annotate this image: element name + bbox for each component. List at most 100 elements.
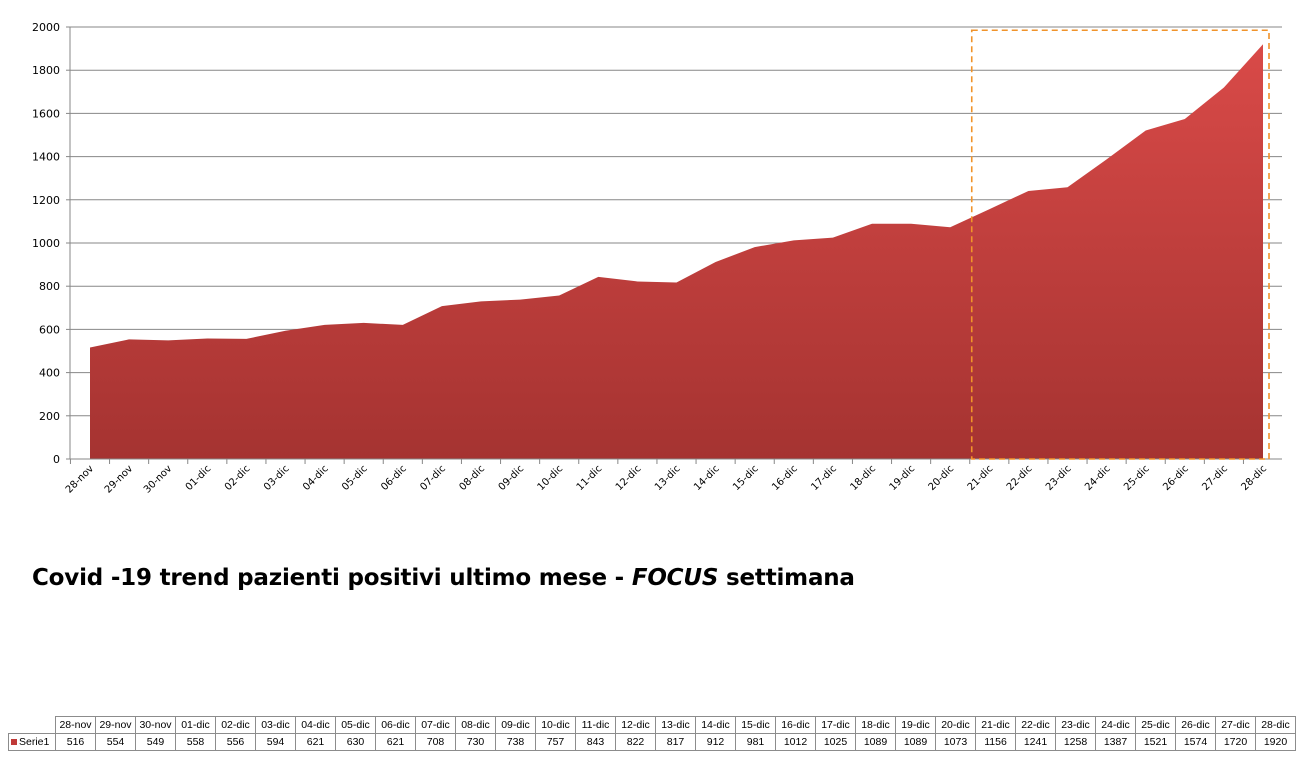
- data-table-cell: 757: [535, 733, 576, 751]
- data-table-header-cell: 13-dic: [655, 716, 696, 734]
- data-table-header-cell: 28-nov: [55, 716, 96, 734]
- x-tick-label: 21-dic: [966, 463, 996, 493]
- y-tick-label: 1400: [32, 151, 60, 164]
- data-table-header-cell: 11-dic: [575, 716, 616, 734]
- x-tick-label: 20-dic: [927, 463, 957, 493]
- data-table-header-cell: 22-dic: [1015, 716, 1056, 734]
- data-table-cell: 981: [735, 733, 776, 751]
- title-text-end: settimana: [718, 565, 855, 591]
- x-tick-label: 22-dic: [1005, 463, 1035, 493]
- x-tick-label: 11-dic: [575, 463, 605, 493]
- x-tick-label: 14-dic: [692, 463, 722, 493]
- data-table-header-cell: 02-dic: [215, 716, 256, 734]
- x-tick-label: 28-nov: [64, 463, 96, 495]
- x-tick-label: 12-dic: [614, 463, 644, 493]
- data-table-header-cell: 17-dic: [815, 716, 856, 734]
- data-table-cell: 1089: [895, 733, 936, 751]
- y-tick-label: 1600: [32, 107, 60, 120]
- data-table-cell: 1025: [815, 733, 856, 751]
- data-table-cell: 1258: [1055, 733, 1096, 751]
- y-tick-label: 1000: [32, 237, 60, 250]
- y-tick-label: 800: [39, 280, 60, 293]
- data-table-cell: 549: [135, 733, 176, 751]
- data-table-cell: 1387: [1095, 733, 1136, 751]
- data-table-header-cell: 14-dic: [695, 716, 736, 734]
- data-table-cell: 1073: [935, 733, 976, 751]
- data-table-cell: 730: [455, 733, 496, 751]
- y-tick-label: 1800: [32, 64, 60, 77]
- data-table-header-cell: 25-dic: [1135, 716, 1176, 734]
- x-tick-label: 03-dic: [262, 463, 292, 493]
- data-table: 28-nov 29-nov 30-nov 01-dic 02-dic 03-dic 04-d…: [8, 716, 1296, 751]
- data-table-header-cell: 08-dic: [455, 716, 496, 734]
- data-table-cell: 1574: [1175, 733, 1216, 751]
- data-table-cell: 738: [495, 733, 536, 751]
- data-table-cell: 912: [695, 733, 736, 751]
- y-tick-label: 1200: [32, 194, 60, 207]
- data-table-header-cell: 12-dic: [615, 716, 656, 734]
- focus-rectangle: [970, 29, 1270, 460]
- x-axis-ticks: 28-nov 29-nov 30-nov 01-dic 02-dic 03-dic 04-d…: [64, 463, 1269, 495]
- legend-label: Serie1: [19, 736, 50, 748]
- series-area: [90, 44, 1263, 459]
- title-text: Covid -19 trend pazienti positivi ultimo…: [32, 565, 632, 591]
- data-table-header-cell: 18-dic: [855, 716, 896, 734]
- data-table-header-cell: 06-dic: [375, 716, 416, 734]
- x-tick-label: 15-dic: [731, 463, 761, 493]
- x-tick-label: 17-dic: [809, 463, 839, 493]
- data-table-cell: 822: [615, 733, 656, 751]
- data-table-header-cell: 19-dic: [895, 716, 936, 734]
- y-tick-label: 200: [39, 410, 60, 423]
- legend-entry: Serie1: [8, 733, 56, 751]
- data-table-header-cell: 30-nov: [135, 716, 176, 734]
- x-tick-label: 10-dic: [536, 463, 566, 493]
- data-table-header-cell: 15-dic: [735, 716, 776, 734]
- x-tick-label: 05-dic: [340, 463, 370, 493]
- data-table-cell: 843: [575, 733, 616, 751]
- title-focus-word: FOCUS: [631, 565, 719, 591]
- y-tick-label: 0: [53, 453, 60, 466]
- data-table-header-cell: 10-dic: [535, 716, 576, 734]
- data-table-header-cell: 04-dic: [295, 716, 336, 734]
- x-tick-label: 25-dic: [1122, 463, 1152, 493]
- x-tick-label: 29-nov: [103, 463, 135, 495]
- data-table-cell: 516: [55, 733, 96, 751]
- x-tick-label: 06-dic: [379, 463, 409, 493]
- data-table-header-cell: 16-dic: [775, 716, 816, 734]
- x-tick-label: 08-dic: [457, 463, 487, 493]
- data-table-cell: 556: [215, 733, 256, 751]
- x-tick-label: 23-dic: [1044, 463, 1074, 493]
- x-tick-label: 18-dic: [848, 463, 878, 493]
- data-table-header-cell: 23-dic: [1055, 716, 1096, 734]
- x-tick-label: 19-dic: [888, 463, 918, 493]
- x-tick-label: 09-dic: [497, 463, 527, 493]
- legend-swatch: [11, 739, 17, 746]
- x-tick-label: 13-dic: [653, 463, 683, 493]
- focus-week-box: [970, 29, 1270, 460]
- y-tick-label: 400: [39, 367, 60, 380]
- data-table-cell: 594: [255, 733, 296, 751]
- y-tick-label: 2000: [32, 21, 60, 34]
- x-tick-label: 04-dic: [301, 463, 331, 493]
- data-table-header-cell: 21-dic: [975, 716, 1016, 734]
- data-table-header-cell: 29-nov: [95, 716, 136, 734]
- data-table-header-cell: 24-dic: [1095, 716, 1136, 734]
- data-table-cell: 1156: [975, 733, 1016, 751]
- data-table-header-cell: 05-dic: [335, 716, 376, 734]
- data-table-header-cell: 26-dic: [1175, 716, 1216, 734]
- data-table-cell: 1241: [1015, 733, 1056, 751]
- y-axis-ticks: 0 200 400 600 800 1000 1200 1400 1600 1800 2000: [32, 21, 70, 466]
- data-table-cell: 1521: [1135, 733, 1176, 751]
- data-table-cell: 708: [415, 733, 456, 751]
- data-table-cell: 621: [375, 733, 416, 751]
- series-serie1-area: [90, 44, 1263, 459]
- x-tick-label: 26-dic: [1161, 463, 1191, 493]
- y-tick-label: 600: [39, 323, 60, 336]
- data-table-header-cell: 09-dic: [495, 716, 536, 734]
- data-table-header-cell: 03-dic: [255, 716, 296, 734]
- data-table-row: Serie1 516 554 549 558 556 594 621 630 621 708 730…: [8, 733, 1296, 751]
- area-chart: 0 200 400 600 800 1000 1200 1400 1600 1800 2000 28…: [32, 21, 1282, 496]
- x-tick-label: 28-dic: [1239, 463, 1269, 493]
- x-tick-label: 02-dic: [223, 463, 253, 493]
- data-table-header-cell: 20-dic: [935, 716, 976, 734]
